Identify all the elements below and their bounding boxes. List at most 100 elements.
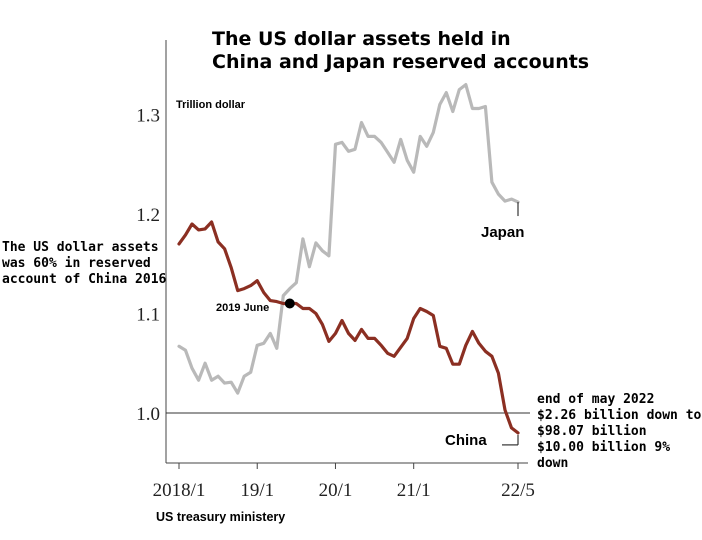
data-point-japan	[412, 171, 415, 174]
data-point-japan	[217, 375, 220, 378]
data-point-china	[367, 337, 369, 340]
chart-marks	[284, 202, 519, 446]
note-line: $10.00 billion 9% down	[537, 440, 671, 471]
data-point-china	[282, 302, 285, 305]
data-point-china	[217, 241, 220, 243]
series-label-china: China	[445, 432, 487, 449]
chart-title: The US dollar assets held in China and J…	[212, 28, 589, 74]
data-point-china	[491, 355, 493, 358]
data-point-china	[262, 291, 265, 294]
data-point-china	[347, 332, 350, 335]
data-point-china	[432, 314, 435, 317]
data-point-china	[275, 300, 278, 303]
data-point-china	[354, 339, 356, 342]
y-tick-label: 1.1	[136, 305, 160, 326]
data-point-china	[230, 266, 233, 269]
y-tick-label: 1.0	[136, 404, 160, 425]
data-point-japan	[478, 107, 480, 110]
data-point-japan	[497, 193, 500, 196]
data-point-japan	[380, 141, 382, 144]
crossing-label: 2019 June	[216, 302, 270, 314]
x-tick-label: 2018/1	[153, 480, 206, 501]
data-point-japan	[178, 345, 180, 348]
data-point-japan	[275, 347, 278, 350]
data-point-japan	[458, 88, 461, 91]
data-point-china	[178, 243, 180, 245]
note-may-2022: end of may 2022 $2.26 billion down to $9…	[537, 392, 702, 472]
data-point-japan	[288, 287, 291, 290]
data-point-japan	[386, 151, 389, 154]
data-point-japan	[191, 367, 193, 370]
data-point-japan	[406, 159, 409, 162]
note-china-2016: The US dollar assets was 60% in reserved…	[2, 240, 166, 288]
data-point-japan	[295, 281, 298, 284]
data-point-china	[445, 347, 448, 350]
data-point-japan	[438, 103, 441, 106]
data-point-china	[386, 352, 389, 355]
note-line: $2.26 billion down to	[537, 408, 702, 423]
data-point-japan	[393, 161, 395, 164]
data-point-japan	[328, 254, 330, 257]
data-point-china	[471, 330, 474, 333]
data-point-china	[308, 307, 311, 310]
series-line-japan	[177, 83, 520, 395]
data-point-japan	[184, 349, 187, 352]
x-tick-label: 19/1	[240, 480, 274, 501]
y-tick-label: 1.3	[136, 106, 160, 127]
data-point-china	[517, 432, 519, 434]
data-point-china	[197, 229, 200, 231]
data-point-japan	[399, 138, 402, 141]
data-point-china	[380, 344, 382, 347]
data-point-japan	[510, 198, 513, 201]
data-point-japan	[269, 332, 272, 335]
data-point-japan	[347, 150, 350, 153]
data-point-china	[464, 344, 467, 347]
data-point-china	[249, 284, 252, 287]
note-line: The US dollar assets	[2, 240, 159, 255]
chart-lines	[177, 83, 520, 435]
chart-axes: 1.0 1.1 1.2 1.3 2018/1 19/1 20/1 21/1 22/5	[136, 40, 535, 501]
data-point-japan	[464, 83, 467, 86]
y-tick-label: 1.2	[136, 205, 160, 226]
data-point-china	[458, 363, 461, 366]
x-tick-label: 21/1	[397, 480, 431, 501]
title-line-2: China and Japan reserved accounts	[212, 51, 590, 73]
data-point-china	[236, 289, 239, 292]
data-point-japan	[223, 382, 226, 384]
data-point-japan	[367, 135, 369, 138]
data-point-japan	[282, 294, 285, 297]
data-point-japan	[243, 375, 246, 378]
data-point-japan	[445, 91, 448, 94]
data-point-china	[210, 221, 213, 223]
data-point-japan	[204, 362, 207, 365]
data-point-china	[328, 340, 330, 343]
data-point-china	[393, 355, 395, 358]
data-point-china	[315, 312, 317, 315]
data-point-china	[406, 337, 409, 340]
data-point-japan	[451, 110, 454, 113]
data-point-china	[184, 234, 187, 236]
data-point-japan	[360, 121, 363, 124]
data-point-japan	[210, 379, 213, 382]
series-line-china	[177, 220, 520, 435]
crossing-point-marker	[284, 298, 295, 309]
data-point-china	[484, 350, 487, 353]
data-point-china	[321, 323, 324, 326]
data-point-china	[269, 299, 272, 302]
data-point-china	[510, 427, 513, 429]
data-point-japan	[302, 238, 304, 240]
data-point-china	[295, 302, 298, 305]
data-point-japan	[334, 143, 337, 146]
data-point-china	[504, 409, 506, 411]
data-point-japan	[354, 148, 356, 151]
data-point-japan	[230, 381, 233, 384]
data-point-china	[399, 346, 402, 349]
data-point-china	[419, 307, 422, 310]
title-line-1: The US dollar assets held in	[212, 28, 511, 50]
data-point-japan	[256, 344, 259, 347]
x-tick-label: 22/5	[501, 480, 535, 501]
data-point-japan	[262, 342, 265, 345]
data-point-china	[438, 345, 441, 348]
note-line: account of China 2016	[2, 272, 167, 287]
